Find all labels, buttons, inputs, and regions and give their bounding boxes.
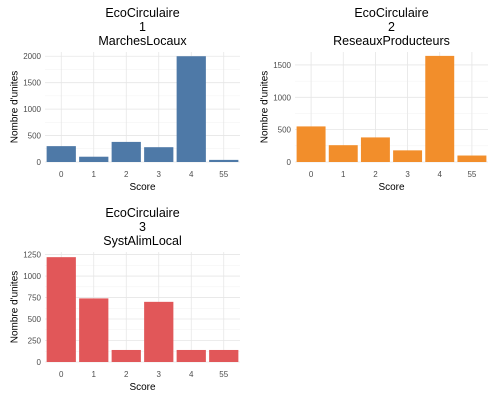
y-tick-label: 500	[28, 132, 42, 141]
bar-55	[457, 155, 487, 162]
x-tick-label: 0	[59, 170, 64, 179]
chart-title-line: MarchesLocaux	[98, 34, 187, 48]
y-axis-title: Nombre d'unites	[260, 71, 271, 144]
x-tick-label: 55	[219, 370, 228, 379]
bar-4	[176, 56, 206, 162]
y-tick-label: 1500	[273, 61, 291, 70]
x-tick-label: 2	[124, 170, 129, 179]
y-tick-label: 0	[37, 158, 42, 167]
x-tick-label: 55	[467, 170, 476, 179]
bar-2	[111, 141, 141, 162]
chart-title-line: EcoCirculaire	[105, 206, 179, 220]
chart-panel-3: 0 250 500 750 1000 1250 0 1 2 3 4 55 Score Nombre d'u…	[10, 206, 240, 393]
bar-3	[144, 301, 174, 362]
x-tick-label: 55	[219, 170, 228, 179]
y-tick-label: 1000	[23, 105, 41, 114]
chart-title-line: EcoCirculaire	[105, 6, 179, 20]
x-tick-label: 3	[157, 370, 162, 379]
x-tick-label: 2	[373, 170, 378, 179]
bar-2	[111, 349, 141, 362]
x-tick-label: 1	[92, 170, 97, 179]
chart-title-line: EcoCirculaire	[354, 6, 428, 20]
x-tick-label: 3	[405, 170, 410, 179]
x-tick-label: 1	[341, 170, 346, 179]
y-tick-label: 1500	[23, 79, 41, 88]
bar-1	[79, 298, 109, 362]
bar-1	[328, 145, 358, 162]
chart-panel-2: 0 500 1000 1500 0 1 2 3 4 55 Score Nombre d'unites E…	[260, 6, 488, 193]
x-tick-label: 0	[309, 170, 314, 179]
bar-4	[176, 349, 206, 362]
x-axis-title: Score	[129, 382, 156, 393]
x-tick-label: 3	[157, 170, 162, 179]
y-tick-label: 250	[28, 337, 42, 346]
bar-4	[425, 55, 455, 162]
y-tick-label: 0	[287, 158, 292, 167]
y-tick-label: 1000	[273, 93, 291, 102]
x-tick-label: 4	[189, 170, 194, 179]
bar-3	[393, 150, 423, 162]
chart-title-line: 3	[139, 220, 146, 234]
x-tick-label: 4	[189, 370, 194, 379]
chart-panel-1: 0 500 1000 1500 2000 0 1 2 3 4 55 Score Nombre d'uni…	[10, 6, 240, 193]
bar-0	[46, 146, 76, 162]
bar-3	[144, 147, 174, 162]
y-tick-label: 750	[28, 294, 42, 303]
y-tick-label: 2000	[23, 52, 41, 61]
y-tick-label: 0	[37, 358, 42, 367]
x-tick-label: 0	[59, 370, 64, 379]
chart-title-line: ReseauxProducteurs	[333, 34, 450, 48]
x-axis-title: Score	[378, 182, 405, 193]
bar-0	[296, 126, 326, 162]
y-axis-title: Nombre d'unites	[10, 271, 21, 344]
y-tick-label: 1000	[23, 272, 41, 281]
chart-title-line: 2	[388, 20, 395, 34]
bar-2	[360, 137, 390, 162]
bar-0	[46, 257, 76, 362]
chart-title-line: SystAlimLocal	[103, 234, 182, 248]
bar-55	[209, 159, 239, 162]
x-tick-label: 1	[92, 370, 97, 379]
x-axis-title: Score	[129, 182, 156, 193]
chart-title-line: 1	[139, 20, 146, 34]
bar-55	[209, 349, 239, 362]
y-tick-label: 1250	[23, 251, 41, 260]
y-tick-label: 500	[278, 126, 292, 135]
x-tick-label: 4	[438, 170, 443, 179]
x-tick-label: 2	[124, 370, 129, 379]
bar-1	[79, 156, 109, 162]
y-tick-label: 500	[28, 315, 42, 324]
y-axis-title: Nombre d'unites	[10, 71, 21, 144]
